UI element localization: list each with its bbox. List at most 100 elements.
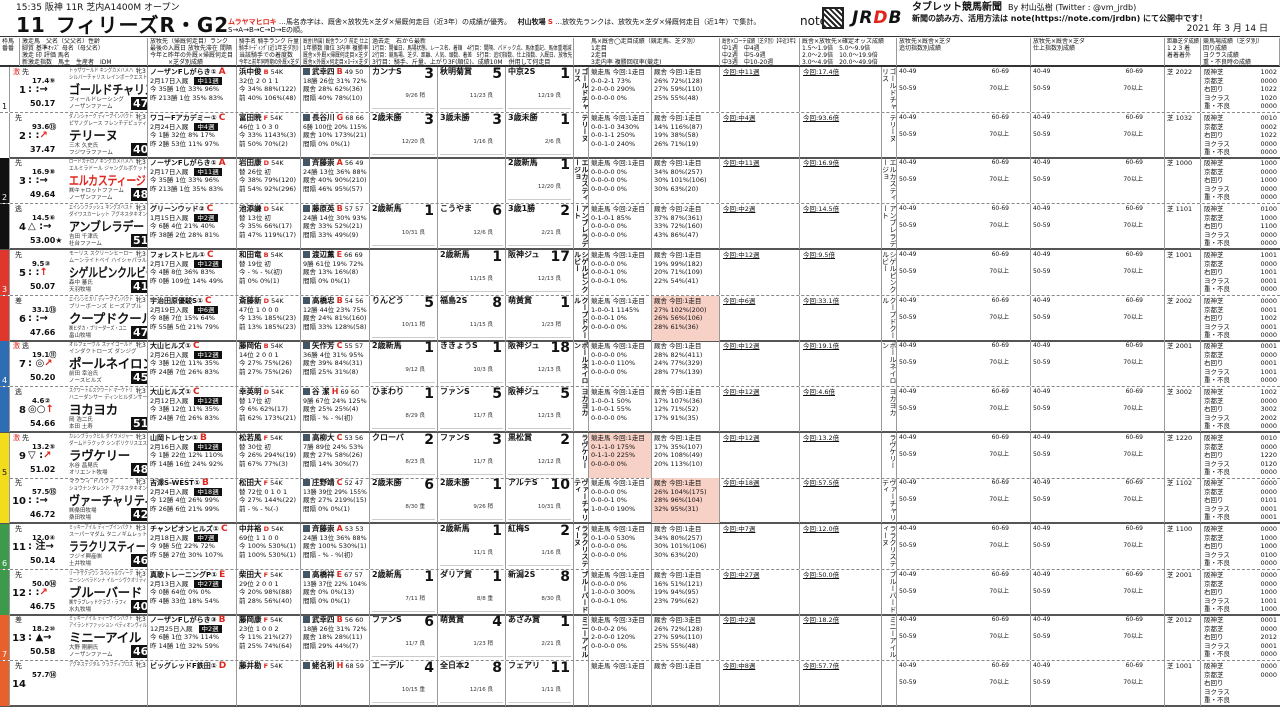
- horse-name[interactable]: シゲルピンクルビー: [69, 265, 148, 280]
- jockey-name[interactable]: 幸英明: [239, 387, 262, 396]
- past-race[interactable]: 8/29 良ひまわり 1: [370, 387, 438, 432]
- horse-info[interactable]: 逃 14.5⑥ エイシンフラッシュ キングズベスト ダイワスカーレット アグネスタキオ…: [9, 204, 148, 249]
- trainer-name[interactable]: 渡辺薫: [303, 250, 335, 259]
- horse-info[interactable]: 逃 4.6② スクワートルスクワート マーケトリ ハニーダンサー ディンヒルダンサー牝…: [9, 387, 148, 432]
- past-race[interactable]: 11/1 良 2歳新馬 1: [438, 524, 506, 569]
- past-race[interactable]: 11/7 良ファンS 6: [370, 615, 438, 660]
- past-race[interactable]: 2/21 良 3歳1勝 2: [506, 204, 574, 249]
- horse-name[interactable]: アンブレラデート: [69, 219, 148, 234]
- horse-row[interactable]: 6 先 12.0④ ミッキーアイル ディープインパクト スーパーマダム タニノギムレット…: [0, 524, 1280, 570]
- past-race[interactable]: 8/8 重ダリア賞 1: [438, 570, 506, 615]
- jockey-name[interactable]: 中井裕: [239, 524, 262, 533]
- trainer-name[interactable]: 蛯名利: [303, 661, 335, 670]
- horse-info[interactable]: 先 57.5⑮ マクフィ ドバウィ ショウナンタレント アグネスタキオン 牝3 10: :…: [9, 478, 148, 523]
- jockey-name[interactable]: 浜中俊: [239, 67, 262, 76]
- trainer-name[interactable]: 庄野靖: [303, 478, 335, 487]
- past-race[interactable]: 11/23 良秋明菊賞 5: [438, 67, 506, 112]
- past-race[interactable]: 12/13 良阪神ジュ 5: [506, 387, 574, 432]
- qr-code-icon[interactable]: [822, 7, 844, 29]
- trainer-name[interactable]: 高柳大: [303, 433, 335, 442]
- past-race[interactable]: 12/6 良こうやま 6: [438, 204, 506, 249]
- horse-info[interactable]: 差 18.2⑩ ミッキーアイル ディープインパクト アイランドファッション ペティオン…: [9, 615, 148, 660]
- past-race[interactable]: 10/15 重エーデル 4: [370, 661, 438, 706]
- horse-name[interactable]: ヨカヨカ: [69, 402, 118, 417]
- past-race[interactable]: 12/16 良全日本2 8: [438, 661, 506, 706]
- jockey-name[interactable]: 和田竜: [239, 250, 262, 259]
- horse-info[interactable]: 先 9.5③ モーリス スクリーンヒーロー ムーンライトベイ ハイシャパラル 牝3 5: …: [9, 250, 148, 295]
- trainer-name[interactable]: 谷 潔: [303, 387, 330, 396]
- horse-info[interactable]: 激逃 19.1⑪ オルフェーヴル ステイゴールド インダクトローズ ダンジグ 牝3 7: …: [9, 341, 148, 386]
- horse-row[interactable]: 先 57.5⑮ マクフィ ドバウィ ショウナンタレント アグネスタキオン 牝3 10: :…: [0, 478, 1280, 524]
- horse-info[interactable]: 先 50.0⑭ リーチザクラウン スペシャルウィーク エーシンベラドンナ イルーシヴク…: [9, 570, 148, 615]
- horse-info[interactable]: 先 12.0④ ミッキーアイル ディープインパクト スーパーマダム タニノギムレット牝…: [9, 524, 148, 569]
- trainer-name[interactable]: 矢作芳: [303, 341, 335, 350]
- jockey-name[interactable]: 藤井勘: [239, 661, 262, 670]
- past-race[interactable]: 11/7 良ファンS 3: [438, 433, 506, 478]
- horse-name[interactable]: エルカスティージョ: [69, 173, 148, 188]
- stable-name[interactable]: 吉澤S-WEST①: [150, 479, 200, 487]
- past-race[interactable]: 7/11 稍 2歳新馬 1: [370, 570, 438, 615]
- stable-name[interactable]: フォレストヒル①: [150, 251, 205, 259]
- past-race[interactable]: 12/20 良 2歳未勝 3: [370, 113, 438, 158]
- horse-row[interactable]: 2 先 16.9⑧ ロードカナロア キングカメハメハ エルミラドール ジャングルポケット…: [0, 158, 1280, 204]
- horse-name[interactable]: ララクリスティーヌ: [69, 539, 148, 554]
- past-race[interactable]: 9/26 稍カンナS 3: [370, 67, 438, 112]
- trainer-name[interactable]: 藤原英: [303, 204, 335, 213]
- jockey-name[interactable]: 藤岡康: [239, 615, 262, 624]
- stable-name[interactable]: 宇治田原優駿S①: [150, 297, 203, 305]
- horse-row[interactable]: 先 50.0⑭ リーチザクラウン スペシャルウィーク エーシンベラドンナ イルーシヴク…: [0, 570, 1280, 616]
- past-race[interactable]: 12/13 良阪神ジュ 17: [506, 250, 574, 295]
- stable-name[interactable]: ノーザンFしがらき③: [150, 616, 217, 624]
- horse-name[interactable]: ラヴケリー: [69, 448, 131, 463]
- jockey-name[interactable]: 富田暁: [239, 113, 262, 122]
- trainer-name[interactable]: 長谷川: [303, 113, 335, 122]
- past-race[interactable]: 11/7 良ファンS 5: [438, 387, 506, 432]
- jockey-name[interactable]: 岩田康: [239, 158, 262, 167]
- stable-name[interactable]: グリーンウッド②: [150, 205, 205, 213]
- trainer-name[interactable]: 高橋祥: [303, 570, 335, 579]
- stable-name[interactable]: ノーザンFしがらき①: [150, 159, 217, 167]
- horse-row[interactable]: 差 33.1⑬ エイシンヒカリ ディープインパクト ブリーボーンズ ヒーズアプル 牝3 6…: [0, 296, 1280, 342]
- stable-name[interactable]: ノーザンFしがらき①: [150, 68, 217, 76]
- horse-info[interactable]: 激先 13.2⑤ カレンブラックヒル ダイワメジャー ダームドラクック シンボリクリス…: [9, 433, 148, 478]
- past-race[interactable]: 1/16 良 3歳未勝 3: [438, 113, 506, 158]
- past-race[interactable]: 1/23 稍萌黄賞 1: [506, 296, 574, 341]
- jockey-name[interactable]: 松若風: [239, 433, 262, 442]
- horse-name[interactable]: ブルーバード: [69, 585, 143, 600]
- trainer-name[interactable]: 高橋忠: [303, 296, 335, 305]
- past-race[interactable]: 12/13 良阪神ジュ 18: [506, 341, 574, 386]
- past-race[interactable]: 11/15 良福島2S 8: [438, 296, 506, 341]
- past-race[interactable]: 9/12 良 2歳新馬 1: [370, 341, 438, 386]
- horse-info[interactable]: 先 93.6⑬ ダノンシャーク ディープインパクト ピサノグレース フレンチデピュティ…: [9, 113, 148, 158]
- horse-info[interactable]: 先 16.9⑧ ロードカナロア キングカメハメハ エルミラドール ジャングルポケット牝…: [9, 158, 148, 203]
- past-race[interactable]: 1/11 良フェアリ 11: [506, 661, 574, 706]
- jockey-name[interactable]: 藤岡佑: [239, 341, 262, 350]
- trainer-name[interactable]: 武幸四: [303, 67, 335, 76]
- jockey-name[interactable]: 池添謙: [239, 204, 262, 213]
- jockey-name[interactable]: 松田大: [239, 478, 262, 487]
- horse-name[interactable]: クープドクール: [69, 311, 148, 326]
- trainer-name[interactable]: 斉藤崇: [303, 158, 335, 167]
- horse-row[interactable]: 5 激先 13.2⑤ カレンブラックヒル ダイワメジャー ダームドラクック シンボリクリ…: [0, 433, 1280, 479]
- horse-row[interactable]: 4 激逃 19.1⑪ オルフェーヴル ステイゴールド インダクトローズ ダンジグ 牝3 7:…: [0, 341, 1280, 387]
- horse-info[interactable]: 差 33.1⑬ エイシンヒカリ ディープインパクト ブリーボーンズ ヒーズアプル 牝3 6…: [9, 296, 148, 341]
- stable-name[interactable]: チャンピオンヒルズ①: [150, 525, 219, 533]
- past-race[interactable]: 9/26 稍 2歳未勝 1: [438, 478, 506, 523]
- horse-name[interactable]: ミニーアイル: [69, 630, 142, 645]
- trainer-name[interactable]: 武幸四: [303, 615, 335, 624]
- trainer-name[interactable]: 斉藤崇: [303, 524, 335, 533]
- past-race[interactable]: 1/23 稍萌黄賞 4: [438, 615, 506, 660]
- past-race[interactable]: 10/3 良ききょうS 1: [438, 341, 506, 386]
- past-race[interactable]: 12/12 良黒松賞 2: [506, 433, 574, 478]
- note-logo[interactable]: note: [800, 14, 828, 28]
- past-race[interactable]: 8/30 重 2歳未勝 6: [370, 478, 438, 523]
- past-race[interactable]: 10/11 稍りんどう 5: [370, 296, 438, 341]
- past-race[interactable]: 12/20 良 2歳新馬 1: [506, 158, 574, 203]
- jockey-name[interactable]: 斎藤新: [239, 296, 262, 305]
- past-race[interactable]: 10/31 良アルテS 10: [506, 478, 574, 523]
- past-race[interactable]: 8/30 良新潟2S 8: [506, 570, 574, 615]
- horse-row[interactable]: 先 93.6⑬ ダノンシャーク ディープインパクト ピサノグレース フレンチデピュティ…: [0, 113, 1280, 159]
- guide-link-text[interactable]: 新聞の読み方、活用方法は note(https://note.com/jrdbn…: [912, 14, 1208, 23]
- horse-row[interactable]: 逃 14.5⑥ エイシンフラッシュ キングズベスト ダイワスカーレット アグネスタキオ…: [0, 204, 1280, 250]
